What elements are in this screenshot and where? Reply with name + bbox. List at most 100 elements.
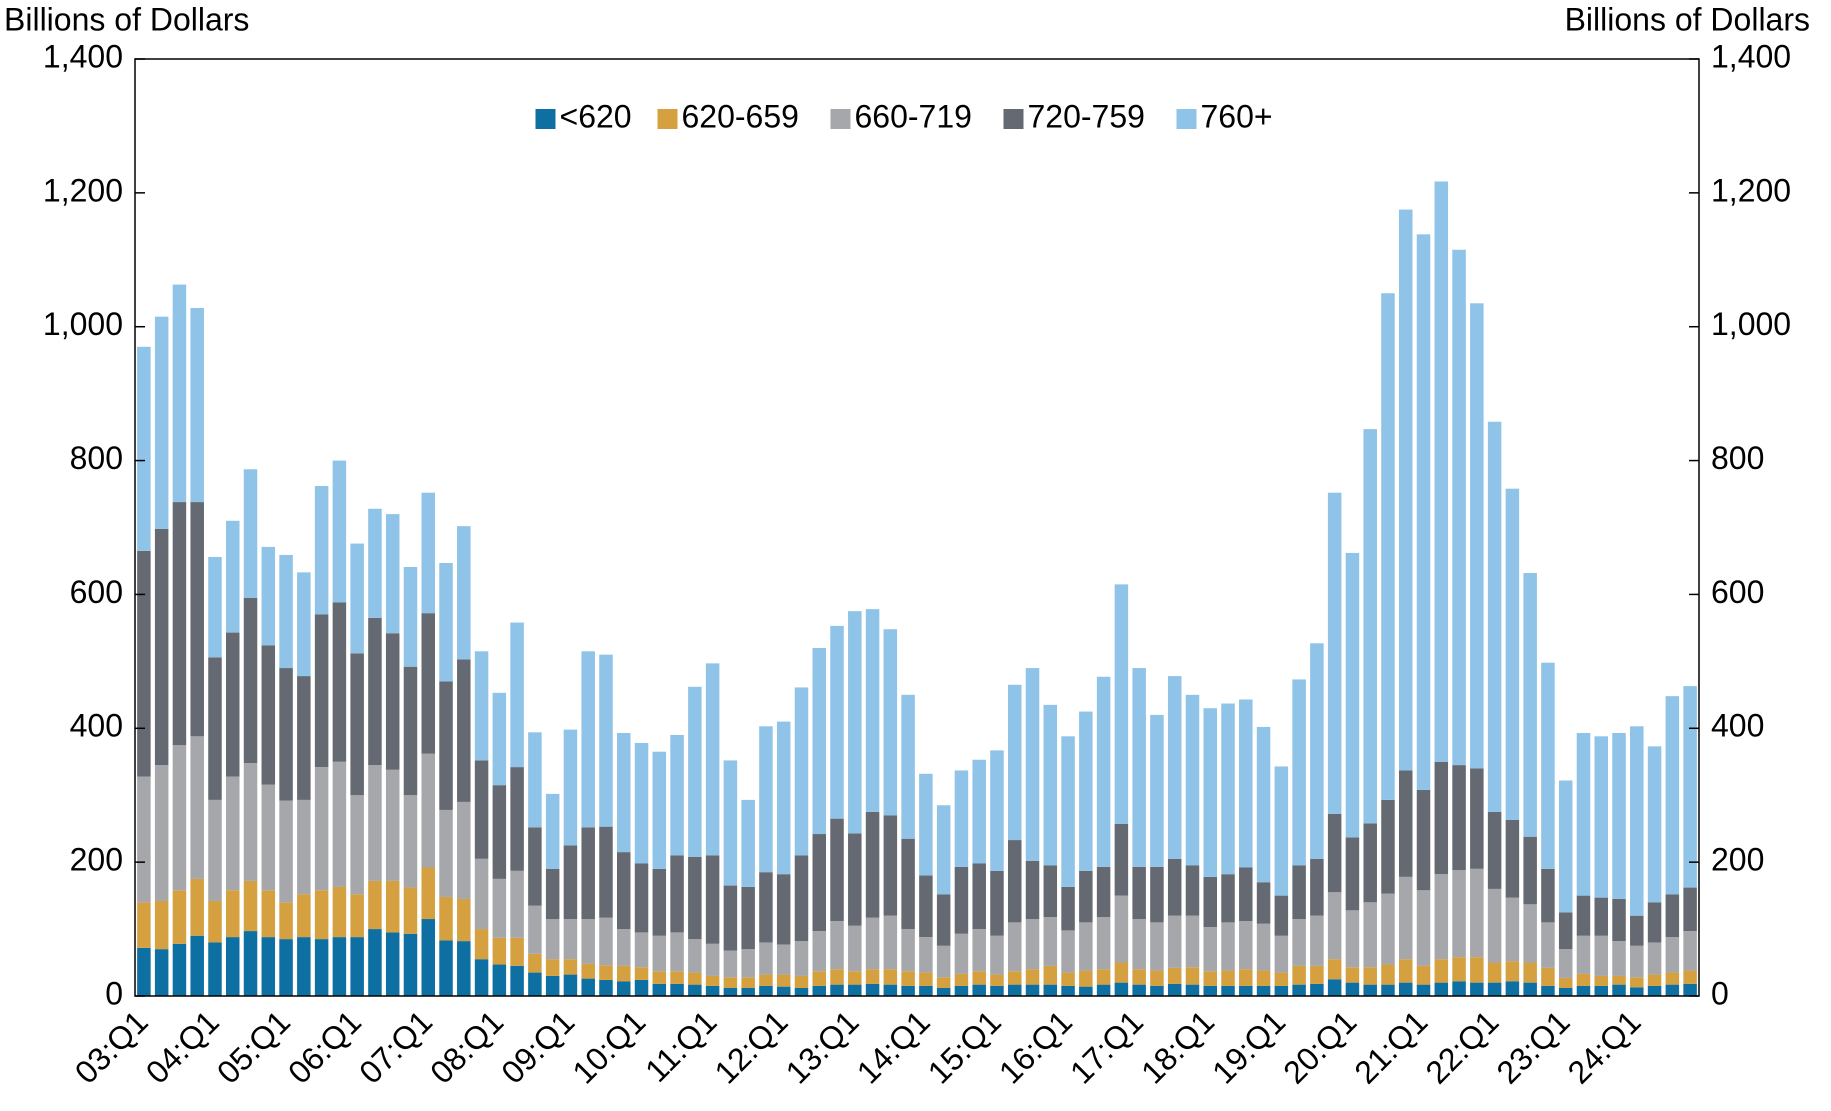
bar-segment [1256, 985, 1271, 996]
x-tick-label: 20:Q1 [1276, 1003, 1363, 1090]
bar-segment [385, 932, 400, 996]
bar-segment [1167, 967, 1182, 984]
x-tick-label: 21:Q1 [1347, 1003, 1434, 1090]
bar-segment [848, 984, 862, 996]
bar-segment [1541, 868, 1555, 923]
bar-segment [1505, 819, 1520, 898]
bar-segment [510, 622, 524, 768]
bar-segment [421, 613, 436, 754]
bar-segment [1541, 922, 1555, 968]
x-tick-label: 16:Q1 [992, 1003, 1079, 1090]
bar-segment [1327, 979, 1342, 996]
bar-segment [1025, 668, 1040, 861]
bar-segment [776, 974, 791, 987]
bar-segment [1576, 732, 1591, 896]
bar-segment [368, 765, 382, 881]
bar-segment [901, 985, 915, 996]
bar-segment [1256, 882, 1271, 924]
bar-segment [1061, 985, 1075, 996]
bar-segment [243, 469, 258, 598]
bar-segment [1381, 293, 1395, 800]
bar-segment [1683, 983, 1697, 996]
bar-segment [919, 773, 933, 876]
plot-frame [134, 58, 1700, 997]
legend-swatch [657, 109, 678, 129]
bar-segment [1221, 922, 1235, 971]
bar-segment [1043, 917, 1058, 966]
bar-segment [723, 885, 738, 951]
legend-label: 660-719 [855, 98, 972, 134]
bar-segment [1665, 696, 1680, 895]
bar-segment [652, 935, 667, 972]
bar-segment [439, 896, 453, 941]
bar-segment [581, 963, 595, 979]
y2-tick-label: 0 [1711, 975, 1729, 1011]
x-tick-label: 22:Q1 [1418, 1003, 1505, 1090]
bar-segment [261, 890, 276, 938]
bar-segment [1398, 209, 1413, 771]
bar-segment [1470, 982, 1484, 996]
bar-segment [1434, 982, 1449, 996]
bar-segment [154, 528, 169, 766]
bar-segment [705, 975, 720, 986]
bar-segment [688, 972, 702, 985]
bar-segment [1150, 985, 1164, 996]
bar-segment [1327, 813, 1342, 893]
bar-segment [776, 721, 791, 875]
bar-segment [972, 929, 986, 972]
bar-segment [385, 880, 400, 933]
x-tick-label: 23:Q1 [1490, 1003, 1577, 1090]
bar-segment [439, 681, 453, 810]
bar-segment [1612, 941, 1626, 976]
x-tick-label: 11:Q1 [638, 1003, 723, 1088]
bar-segment [1185, 915, 1200, 968]
bar-segment [1274, 985, 1289, 996]
bar-segment [385, 769, 400, 881]
bar-segment [1310, 643, 1324, 859]
bar-segment [652, 983, 667, 996]
bar-segment [954, 973, 969, 986]
bar-segment [848, 833, 862, 926]
bar-segment [1043, 704, 1058, 866]
legend-label: <620 [560, 98, 632, 134]
x-tick-label: 24:Q1 [1561, 1003, 1648, 1090]
bar-segment [1416, 984, 1431, 996]
bar-segment [616, 929, 631, 966]
bar-segment [741, 987, 755, 996]
bar-segment [759, 726, 773, 873]
bar-segment [545, 868, 560, 920]
bar-segment [1221, 985, 1235, 996]
bar-segment [172, 745, 187, 891]
bar-segment [350, 543, 364, 654]
bar-segment [1647, 942, 1662, 975]
bar-segment [1487, 962, 1502, 983]
bar-segment [1007, 971, 1022, 985]
bar-segment [972, 863, 986, 930]
bar-segment [1612, 984, 1626, 996]
y-tick-label: 1,400 [43, 38, 123, 74]
bar-segment [936, 894, 951, 946]
bar-segment [1221, 703, 1235, 875]
bar-segment [1470, 303, 1484, 769]
bar-segment [137, 947, 151, 996]
bar-segment [510, 937, 524, 966]
bar-segment [421, 753, 436, 868]
bar-segment [1292, 984, 1306, 996]
bar-segment [1007, 684, 1022, 841]
x-tick-label: 04:Q1 [139, 1003, 226, 1090]
bar-segment [1594, 985, 1609, 996]
bar-segment [1630, 945, 1644, 978]
bar-segment [137, 776, 151, 903]
bar-segment [1523, 962, 1537, 983]
bar-segment [528, 827, 542, 906]
y2-tick-label: 1,000 [1711, 306, 1791, 342]
bar-segment [1594, 935, 1609, 976]
bar-segment [688, 939, 702, 973]
bar-segment [705, 663, 720, 856]
bar-segment [1025, 860, 1040, 920]
bar-segment [1630, 726, 1644, 916]
x-tick-label: 03:Q1 [68, 1003, 155, 1090]
bar-segment [332, 761, 347, 887]
bar-segment [1132, 866, 1146, 920]
bar-segment [208, 900, 222, 943]
